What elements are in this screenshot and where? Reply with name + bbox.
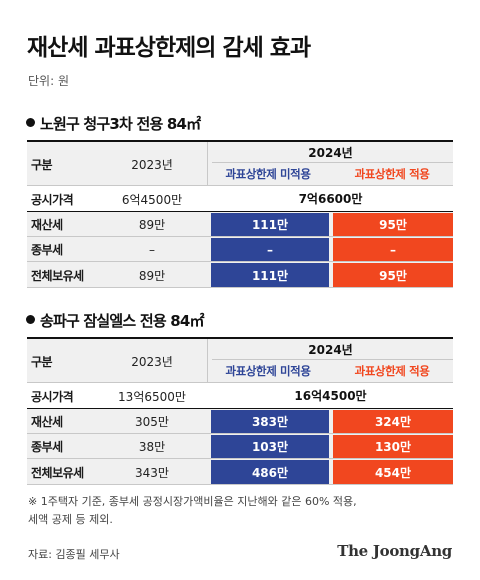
value-box-unapplied: 103만 [211, 435, 329, 458]
row-label: 재산세 [31, 415, 63, 429]
table-2: 구분 2023년 2024년 과표상한제 미적용 과표상한제 적용 공시가격 1… [27, 337, 453, 487]
source-label: 자료: 김종필 세무사 [28, 548, 120, 561]
price-2023: 13억6500만 [118, 389, 186, 404]
value-box-unapplied: 383만 [211, 410, 329, 433]
header-2023: 2023년 [131, 157, 173, 172]
row-value-2023: 89만 [138, 268, 166, 283]
bullet-icon [26, 315, 35, 324]
row-separator [27, 408, 453, 409]
header-2024: 2024년 [308, 145, 353, 160]
row-value-2023: 89만 [138, 218, 166, 232]
chart-title: 재산세 과표상한제의 감세 효과 [27, 35, 311, 61]
bullet-icon [26, 118, 35, 127]
header-sub-applied: 과표상한제 적용 [354, 364, 430, 378]
value-box-applied: 95만 [333, 263, 453, 287]
column-divider [207, 142, 208, 186]
header-sub-unapplied: 과표상한제 미적용 [225, 167, 311, 181]
price-2023: 6억4500만 [121, 192, 183, 207]
table-top-rule [27, 337, 453, 339]
row-label: 재산세 [31, 218, 63, 232]
header-divider [212, 162, 453, 163]
value-box-unapplied: 111만 [211, 263, 329, 287]
price-row: 공시가격 13억6500만 [27, 383, 453, 409]
header-label: 구분 [31, 157, 53, 172]
section-name-2: 송파구 잠실엘스 전용 84㎡ [40, 312, 205, 330]
row-separator [27, 382, 453, 383]
value-box-applied: 130만 [333, 435, 453, 458]
row-separator [27, 211, 453, 212]
header-row: 구분 2023년 [27, 339, 453, 383]
row-separator [27, 185, 453, 186]
section-title-1: 노원구 청구3차 전용 84㎡ [26, 113, 201, 134]
footnote: ※ 1주택자 기준, 종부세 공정시장가액비율은 지난해와 같은 60% 적용,… [28, 495, 357, 526]
value-box-unapplied: 111만 [211, 213, 329, 236]
table-top-rule [27, 140, 453, 142]
value-box-applied: 324만 [333, 410, 453, 433]
row-separator [27, 433, 453, 434]
header-2024: 2024년 [308, 342, 353, 357]
value-box-applied: 95만 [333, 213, 453, 236]
row-label: 전체보유세 [31, 268, 84, 283]
row-separator [27, 484, 453, 485]
row-separator [27, 458, 453, 459]
price-label: 공시가격 [31, 389, 74, 404]
price-2024: 7억6600만 [298, 192, 363, 206]
table-1: 구분 2023년 2024년 과표상한제 미적용 과표상한제 적용 공시가격 6… [27, 140, 453, 290]
value-box-applied: 454만 [333, 460, 453, 484]
column-divider [207, 339, 208, 383]
header-divider [212, 359, 453, 360]
row-label: 종부세 [31, 243, 63, 257]
row-value-2023: 305만 [135, 415, 169, 429]
section-title-2: 송파구 잠실엘스 전용 84㎡ [26, 310, 205, 331]
publisher-logo: The JoongAng [337, 542, 452, 560]
row-separator [27, 261, 453, 262]
header-sub-applied: 과표상한제 적용 [354, 167, 430, 181]
value-box-unapplied: – [211, 238, 329, 261]
header-label: 구분 [31, 354, 53, 369]
row-separator [27, 287, 453, 288]
value-box-unapplied: 486만 [211, 460, 329, 484]
row-value-2023: 343만 [135, 465, 169, 480]
section-name-1: 노원구 청구3차 전용 84㎡ [40, 115, 201, 133]
row-label: 종부세 [31, 440, 63, 454]
price-2024: 16억4500만 [294, 389, 367, 403]
row-value-2023: – [149, 242, 155, 257]
price-row: 공시가격 6억4500만 [27, 186, 453, 212]
header-sub-unapplied: 과표상한제 미적용 [225, 364, 311, 378]
unit-label: 단위: 원 [28, 74, 69, 88]
header-row: 구분 2023년 [27, 142, 453, 186]
row-separator [27, 236, 453, 237]
price-label: 공시가격 [31, 192, 74, 207]
header-2023: 2023년 [131, 354, 173, 369]
row-label: 전체보유세 [31, 465, 84, 480]
row-value-2023: 38만 [138, 440, 166, 454]
value-box-applied: – [333, 238, 453, 261]
